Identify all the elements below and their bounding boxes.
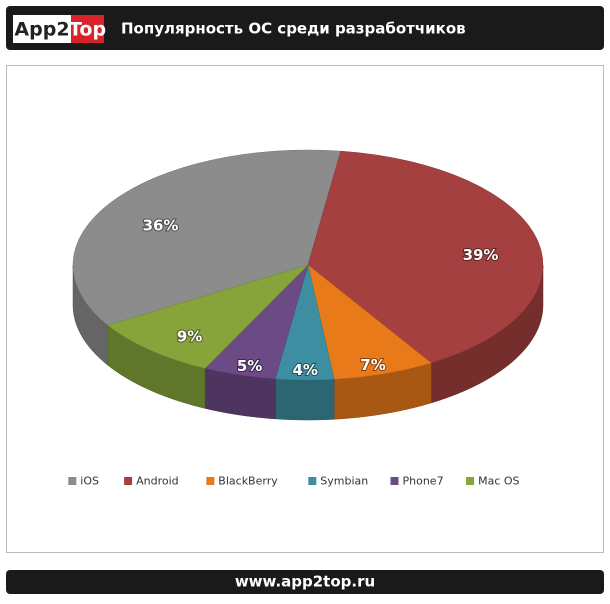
pie-slice <box>307 264 432 380</box>
legend-label: Phone7 <box>403 475 444 488</box>
legend-label: Mac OS <box>478 475 519 488</box>
logo-right-box <box>71 15 104 43</box>
legend-label: BlackBerry <box>218 475 278 488</box>
logo-left-box <box>13 15 71 43</box>
legend-label: iOS <box>80 475 99 488</box>
logo-right: Top <box>69 19 106 41</box>
legend: iOS Android BlackBerry Symbian Phone7 Mac OS <box>68 475 520 488</box>
pie: 36% 39% 7% 4% 5% 9% <box>72 149 544 421</box>
pie-slice <box>307 150 544 364</box>
data-label: 36% <box>143 216 179 234</box>
footer-url: www.app2top.ru <box>235 573 375 591</box>
header-bar <box>6 6 604 50</box>
pie-side <box>275 378 335 421</box>
data-label: 7% <box>360 356 385 374</box>
legend-swatch <box>124 477 133 485</box>
legend-swatch <box>308 477 317 485</box>
logo-left: App2 <box>14 19 69 41</box>
footer-bar <box>6 570 604 594</box>
data-label: 5% <box>237 357 262 375</box>
legend-label: Symbian <box>320 475 368 488</box>
data-label: 9% <box>177 327 202 345</box>
data-label: 39% <box>463 246 499 264</box>
pie-slice <box>107 264 309 369</box>
chart-title: Популярность ОС среди разработчиков <box>121 20 466 38</box>
legend-swatch <box>390 477 399 485</box>
data-label: 4% <box>292 361 317 379</box>
legend-label: Android <box>136 475 179 488</box>
legend-swatch <box>206 477 215 485</box>
legend-swatch <box>466 477 475 485</box>
legend-swatch <box>68 477 77 485</box>
pie-slice <box>72 149 342 326</box>
